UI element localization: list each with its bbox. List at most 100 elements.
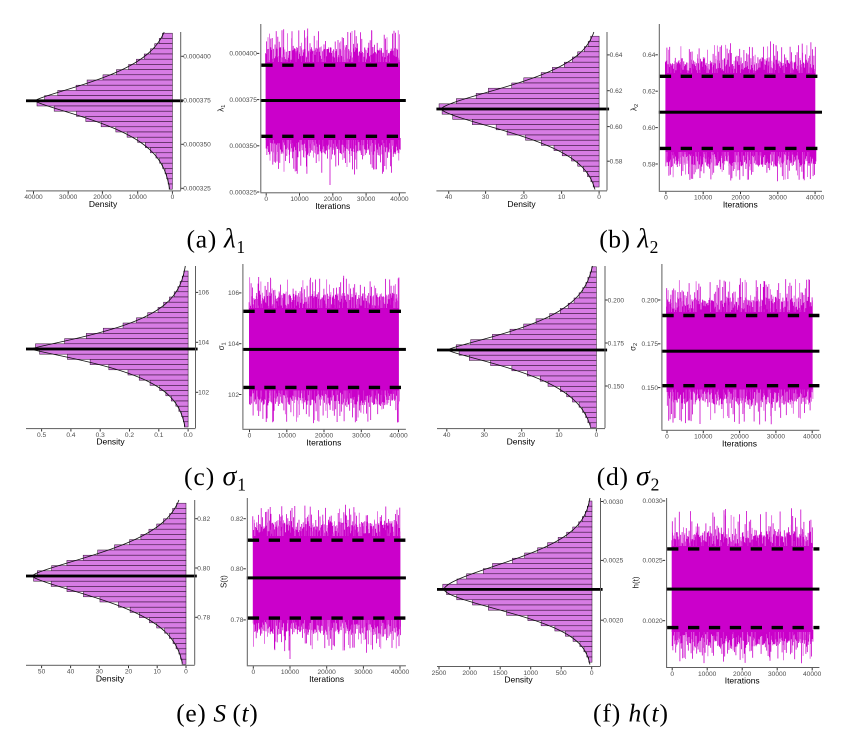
svg-text:0.1: 0.1	[154, 432, 163, 439]
svg-text:30000: 30000	[59, 194, 78, 201]
svg-text:0.82: 0.82	[197, 516, 210, 523]
svg-text:30000: 30000	[768, 671, 787, 678]
svg-text:0.64: 0.64	[610, 52, 623, 59]
svg-text:20000: 20000	[731, 195, 750, 202]
svg-text:Density: Density	[96, 437, 125, 447]
svg-text:10: 10	[558, 194, 566, 201]
svg-text:0.000375: 0.000375	[229, 97, 257, 104]
svg-text:Iterations: Iterations	[725, 676, 760, 686]
svg-text:0.000400: 0.000400	[229, 51, 257, 58]
svg-text:0.000325: 0.000325	[229, 189, 257, 196]
svg-text:0.82: 0.82	[231, 516, 244, 523]
svg-text:2000: 2000	[462, 670, 477, 677]
svg-text:0.58: 0.58	[610, 159, 623, 166]
svg-text:0.000400: 0.000400	[183, 54, 211, 61]
svg-text:Density: Density	[89, 199, 118, 209]
svg-text:0.60: 0.60	[610, 124, 623, 131]
svg-text:20000: 20000	[324, 196, 343, 203]
svg-text:40000: 40000	[806, 195, 825, 202]
svg-text:0: 0	[171, 194, 175, 201]
svg-text:0.150: 0.150	[608, 383, 625, 390]
svg-text:10: 10	[154, 669, 162, 676]
svg-text:104: 104	[228, 341, 239, 348]
svg-text:20000: 20000	[730, 434, 749, 441]
svg-text:S(t): S(t)	[219, 575, 228, 588]
svg-text:0: 0	[664, 195, 668, 202]
svg-text:40: 40	[445, 194, 453, 201]
svg-text:(e) S (t): (e) S (t)	[176, 698, 258, 727]
svg-text:0.150: 0.150	[641, 385, 658, 392]
svg-text:500: 500	[556, 670, 567, 677]
svg-text:Iterations: Iterations	[723, 199, 758, 209]
svg-text:0.0020: 0.0020	[603, 618, 624, 625]
svg-text:30000: 30000	[352, 433, 371, 440]
svg-text:0: 0	[264, 196, 268, 203]
svg-text:0: 0	[251, 669, 255, 676]
svg-text:0.0025: 0.0025	[643, 558, 664, 565]
svg-text:0.4: 0.4	[66, 432, 75, 439]
svg-text:(f) h(t): (f) h(t)	[593, 698, 669, 727]
svg-text:40000: 40000	[389, 433, 408, 440]
svg-text:(c) σ1: (c) σ1	[184, 461, 247, 495]
svg-text:30000: 30000	[354, 669, 373, 676]
svg-text:0.0030: 0.0030	[643, 498, 664, 505]
svg-text:0: 0	[597, 194, 601, 201]
svg-text:0.62: 0.62	[610, 88, 623, 95]
svg-text:0: 0	[248, 433, 252, 440]
svg-text:104: 104	[198, 340, 209, 347]
svg-text:10000: 10000	[281, 669, 300, 676]
svg-text:0.2: 0.2	[125, 432, 134, 439]
svg-text:10000: 10000	[698, 671, 717, 678]
svg-text:0.0025: 0.0025	[603, 558, 624, 565]
svg-text:40000: 40000	[391, 669, 410, 676]
svg-text:30: 30	[481, 432, 489, 439]
svg-text:10000: 10000	[129, 194, 148, 201]
svg-text:0: 0	[184, 669, 188, 676]
svg-text:20000: 20000	[733, 671, 752, 678]
svg-text:Density: Density	[507, 199, 536, 209]
svg-text:0.200: 0.200	[608, 297, 625, 304]
svg-text:30000: 30000	[767, 434, 786, 441]
svg-text:40000: 40000	[803, 434, 822, 441]
svg-text:(b) λ2: (b) λ2	[599, 223, 659, 257]
svg-text:106: 106	[228, 290, 239, 297]
svg-text:40: 40	[443, 432, 451, 439]
svg-text:Density: Density	[96, 673, 125, 683]
svg-text:Density: Density	[507, 437, 536, 447]
svg-text:0.0020: 0.0020	[643, 618, 664, 625]
svg-text:106: 106	[198, 290, 209, 297]
svg-text:20000: 20000	[93, 194, 112, 201]
svg-text:0.62: 0.62	[643, 89, 656, 96]
svg-text:10000: 10000	[278, 433, 297, 440]
svg-text:20000: 20000	[318, 669, 337, 676]
svg-text:10000: 10000	[694, 195, 713, 202]
svg-text:h(t): h(t)	[631, 576, 640, 588]
svg-text:0.175: 0.175	[641, 341, 658, 348]
svg-text:0.200: 0.200	[641, 297, 658, 304]
svg-text:0: 0	[595, 432, 599, 439]
svg-text:10000: 10000	[290, 196, 309, 203]
svg-text:λ1: λ1	[216, 105, 227, 112]
svg-text:0.80: 0.80	[197, 565, 210, 572]
svg-text:0.60: 0.60	[643, 125, 656, 132]
svg-text:0.78: 0.78	[231, 617, 244, 624]
svg-text:40000: 40000	[24, 194, 43, 201]
svg-text:Iterations: Iterations	[309, 674, 344, 684]
svg-text:σ2: σ2	[629, 343, 640, 351]
svg-text:50: 50	[38, 669, 46, 676]
svg-text:20000: 20000	[315, 433, 334, 440]
svg-text:Iterations: Iterations	[306, 437, 341, 447]
svg-text:λ2: λ2	[630, 104, 641, 111]
svg-text:0.5: 0.5	[37, 432, 46, 439]
svg-text:40: 40	[67, 669, 75, 676]
svg-text:20: 20	[518, 432, 526, 439]
svg-text:σ1: σ1	[217, 342, 228, 350]
svg-text:30: 30	[96, 669, 104, 676]
svg-text:102: 102	[228, 392, 239, 399]
svg-text:0.78: 0.78	[197, 615, 210, 622]
svg-text:(a) λ1: (a) λ1	[187, 223, 246, 257]
svg-text:Density: Density	[504, 675, 533, 685]
svg-text:0.58: 0.58	[643, 161, 656, 168]
svg-text:0: 0	[590, 670, 594, 677]
svg-text:10: 10	[555, 432, 563, 439]
